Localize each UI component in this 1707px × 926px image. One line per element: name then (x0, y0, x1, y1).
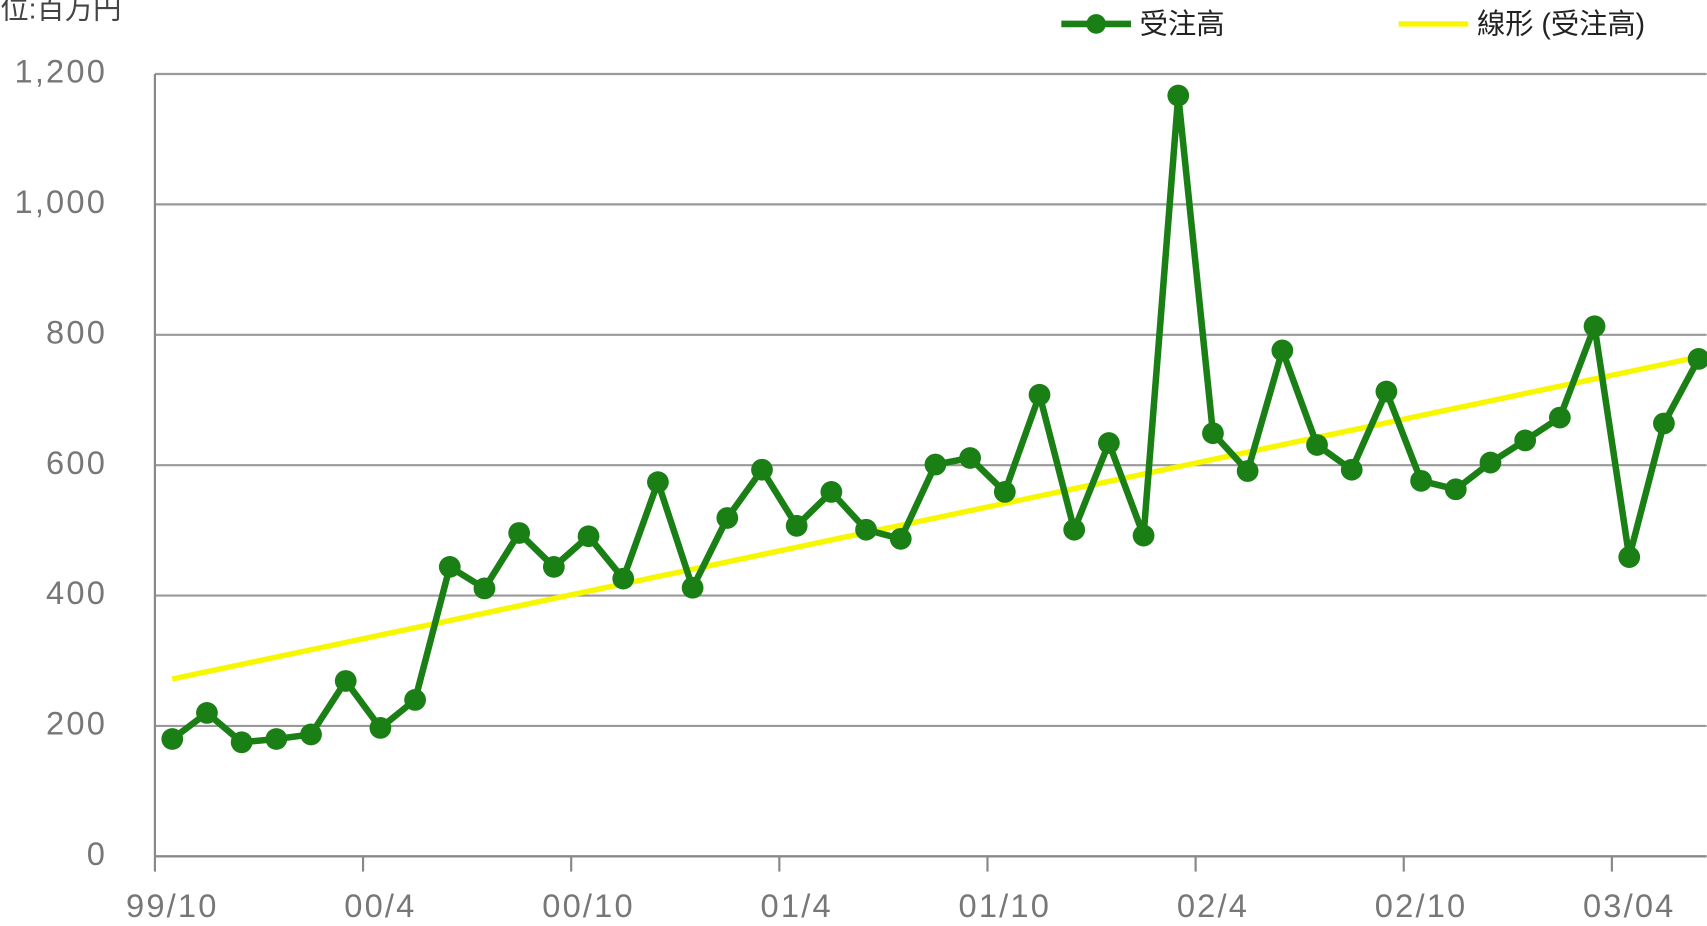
data-point (924, 453, 947, 476)
data-point (820, 481, 843, 503)
data-point (855, 518, 877, 541)
data-point (1583, 315, 1606, 338)
data-point (404, 689, 426, 711)
data-point (577, 525, 600, 548)
legend-label: 受注高 (1140, 8, 1225, 40)
data-point (1340, 458, 1363, 481)
y-tick-label: 0 (87, 835, 107, 872)
data-point (1479, 451, 1502, 474)
data-point (1132, 524, 1155, 547)
data-point (265, 728, 288, 750)
series-line (170, 92, 1702, 746)
series-line (171, 354, 1700, 682)
legend-label: 線形 (受注高) (1477, 8, 1645, 40)
legend-marker (1086, 14, 1106, 34)
data-point (785, 514, 808, 537)
data-point (681, 576, 704, 599)
data-point (1514, 429, 1537, 452)
x-tick-label: 00/10 (542, 887, 635, 924)
data-point (889, 527, 912, 550)
data-point (1653, 412, 1675, 435)
data-point (1063, 518, 1086, 541)
y-tick-label: 800 (46, 313, 107, 350)
data-point (508, 522, 531, 544)
x-tick-label: 02/4 (1177, 887, 1249, 924)
data-point (716, 507, 739, 529)
data-point (1028, 383, 1051, 406)
x-tick-label: 01/10 (959, 887, 1052, 924)
data-point (1375, 380, 1398, 403)
x-tick-label: 02/10 (1375, 887, 1468, 924)
data-point (230, 731, 253, 754)
data-point (751, 458, 773, 481)
x-tick-label: 00/4 (344, 887, 416, 924)
data-point (1444, 478, 1467, 501)
data-point (993, 481, 1016, 503)
data-point (647, 471, 669, 494)
data-point (1687, 348, 1707, 370)
data-point (1098, 432, 1120, 454)
data-point (1271, 339, 1294, 362)
x-tick-label: 01/4 (761, 887, 833, 924)
data-point (1618, 546, 1641, 568)
data-point (473, 577, 496, 600)
y-tick-label: 1,200 (15, 53, 108, 90)
x-tick-label: 03/04 (1583, 887, 1676, 924)
data-point (334, 670, 357, 692)
data-point (196, 702, 218, 724)
data-point (300, 723, 322, 746)
unit-label: 単位:百万円 (0, 0, 121, 24)
data-point (369, 717, 392, 739)
y-tick-label: 1,000 (15, 183, 108, 220)
data-point (959, 447, 982, 469)
data-point (542, 556, 565, 578)
data-point (1167, 84, 1190, 107)
data-point (161, 728, 184, 750)
y-tick-label: 600 (46, 444, 107, 481)
data-point (1202, 422, 1224, 445)
data-point (1306, 434, 1328, 456)
data-point (1548, 406, 1571, 429)
data-point (438, 556, 461, 578)
data-point (1236, 460, 1259, 482)
y-tick-label: 200 (46, 705, 107, 742)
data-point (1410, 469, 1432, 492)
x-tick-label: 99/10 (126, 887, 219, 924)
y-tick-label: 400 (46, 574, 107, 611)
data-point (612, 567, 635, 590)
